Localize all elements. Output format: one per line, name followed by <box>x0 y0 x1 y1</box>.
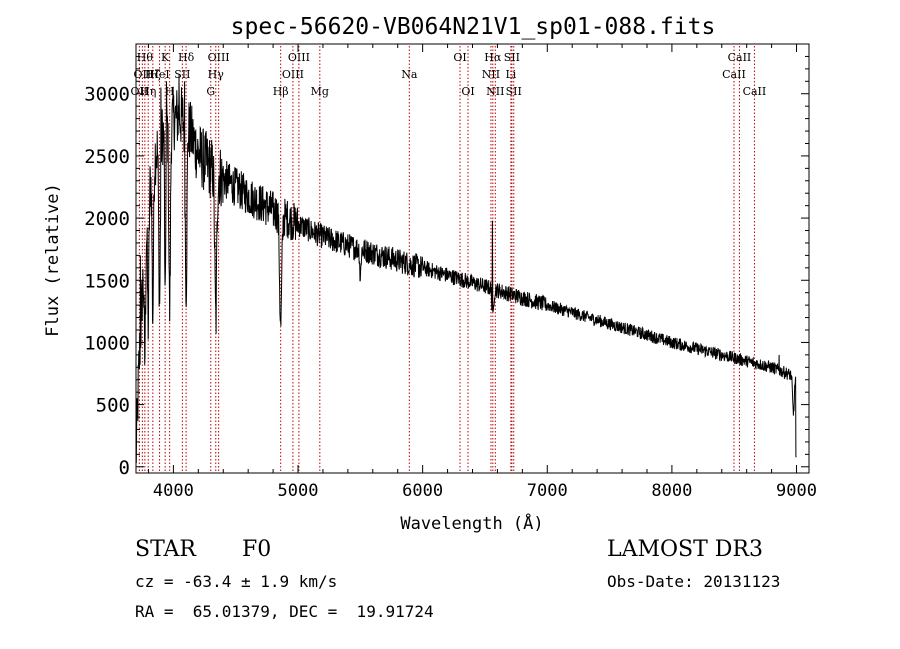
line-marker-label: NII <box>486 85 504 98</box>
line-marker-label: SII <box>504 51 520 64</box>
y-tick-label: 500 <box>96 395 130 417</box>
x-tick-label: 5000 <box>278 481 319 501</box>
y-tick-label: 1000 <box>84 332 130 354</box>
line-marker-label: OI <box>461 85 474 98</box>
chart-title: spec-56620-VB064N21V1_sp01-088.fits <box>231 14 716 40</box>
line-marker-label: OIII <box>288 51 310 64</box>
line-marker-label: K <box>161 51 170 64</box>
line-marker-label: H <box>165 85 175 98</box>
line-markers <box>138 46 755 473</box>
line-marker-label: OI <box>453 51 466 64</box>
line-marker-label: OIII <box>208 51 230 64</box>
line-marker-label: Hβ <box>273 85 289 98</box>
object-class: STAR <box>135 537 196 562</box>
line-marker-label: OII <box>133 68 151 81</box>
obs-date: Obs-Date: 20131123 <box>607 572 781 591</box>
x-tick-label: 8000 <box>651 481 692 501</box>
line-marker-label: SII <box>174 68 190 81</box>
plot-frame <box>135 43 810 474</box>
line-marker-label: Mg <box>311 85 329 98</box>
x-axis-ticks: 4000 5000 6000 7000 8000 9000 <box>147 44 817 501</box>
y-tick-label: 1500 <box>84 270 130 292</box>
line-marker-label: HeI <box>149 68 169 81</box>
y-tick-label: 0 <box>119 457 130 479</box>
line-marker-label: Hθ <box>137 51 154 64</box>
line-marker-label: OIII <box>282 68 304 81</box>
y-tick-label: 3000 <box>84 84 130 106</box>
line-marker-label: Li <box>505 68 516 81</box>
y-tick-label: 2000 <box>84 208 130 230</box>
line-marker-label: Hγ <box>208 68 225 81</box>
y-tick-label: 2500 <box>84 146 130 168</box>
line-marker-label: SII <box>506 85 522 98</box>
x-tick-label: 6000 <box>402 481 443 501</box>
line-marker-label: CaII <box>722 68 746 81</box>
line-marker-label: Hδ <box>178 51 195 64</box>
spectrum-series <box>135 75 797 464</box>
line-marker-label: Hζ <box>145 68 161 81</box>
y-axis-ticks: 0 500 1000 1500 2000 2500 3000 <box>84 55 809 479</box>
object-subclass: F0 <box>242 537 272 562</box>
redshift-text: cz = -63.4 ± 1.9 km/s <box>135 572 338 591</box>
line-marker-label: Hα <box>484 51 502 64</box>
line-marker-label: CaII <box>728 51 752 64</box>
y-axis-label: Flux (relative) <box>43 183 63 337</box>
coordinates-text: RA = 65.01379, DEC = 19.91724 <box>135 602 434 621</box>
x-tick-label: 4000 <box>153 481 194 501</box>
x-axis-label: Wavelength (Å) <box>400 512 543 534</box>
line-marker-label: Na <box>401 68 418 81</box>
line-marker-label: Hη <box>140 85 156 98</box>
line-marker-label: G <box>206 85 215 98</box>
x-tick-label: 7000 <box>527 481 568 501</box>
line-marker-label: OII <box>131 85 149 98</box>
survey-name: LAMOST DR3 <box>607 537 763 562</box>
line-marker-label: NII <box>482 68 500 81</box>
line-marker-label: CaII <box>743 85 767 98</box>
x-tick-label: 9000 <box>776 481 817 501</box>
